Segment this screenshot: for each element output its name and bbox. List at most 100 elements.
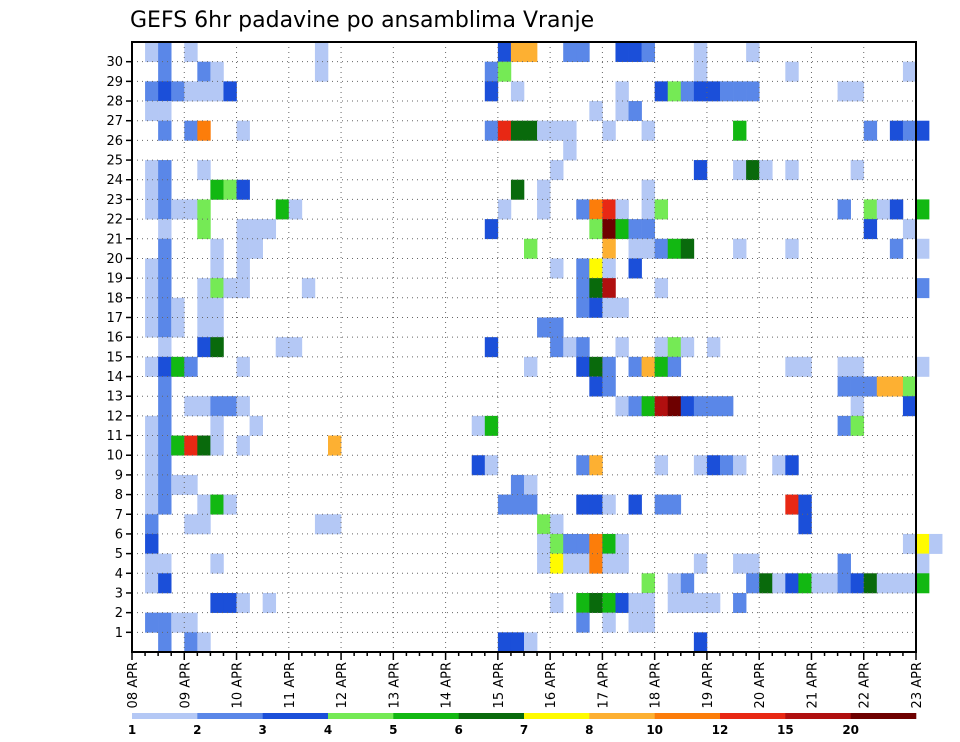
heatmap-cell <box>262 592 277 613</box>
heatmap-cell <box>497 632 512 653</box>
heatmap-cell <box>837 199 851 220</box>
legend-swatch <box>197 713 263 719</box>
heatmap-cell <box>158 455 172 476</box>
heatmap-cell <box>902 219 917 240</box>
y-tick-label: 4 <box>115 567 123 582</box>
heatmap-cell <box>850 356 865 377</box>
heatmap-cell <box>837 573 851 594</box>
heatmap-cell <box>589 592 603 613</box>
heatmap-cell <box>615 81 629 102</box>
y-tick-label: 25 <box>106 154 123 169</box>
heatmap-cell <box>210 592 224 613</box>
heatmap-cell <box>158 120 172 141</box>
heatmap-cell <box>210 317 224 338</box>
y-tick-label: 14 <box>106 370 123 385</box>
heatmap-cell <box>524 632 538 653</box>
heatmap-cell <box>589 455 603 476</box>
heatmap-cell <box>210 258 224 279</box>
legend-tick-label: 4 <box>324 723 332 737</box>
heatmap-cell <box>654 494 669 515</box>
heatmap-cell <box>158 179 172 200</box>
heatmap-cell <box>785 494 799 515</box>
heatmap-cell <box>537 120 551 141</box>
heatmap-cell <box>210 179 224 200</box>
heatmap-cell <box>589 297 603 318</box>
heatmap-cell <box>602 278 616 299</box>
heatmap-cell <box>902 61 917 82</box>
heatmap-cell <box>615 199 629 220</box>
legend-swatch <box>458 713 525 719</box>
heatmap-cell <box>720 455 734 476</box>
heatmap-cell <box>706 455 721 476</box>
heatmap-cell <box>693 61 708 82</box>
heatmap-cell <box>863 573 878 594</box>
heatmap-cell <box>602 219 616 240</box>
heatmap-cell <box>197 514 211 535</box>
heatmap-cell <box>158 494 172 515</box>
heatmap-cell <box>641 179 655 200</box>
heatmap-cell <box>628 219 642 240</box>
heatmap-cell <box>615 396 629 417</box>
heatmap-cell <box>759 573 773 594</box>
heatmap-cell <box>184 356 198 377</box>
x-tick-label: 09 APR <box>178 662 193 708</box>
y-tick-label: 15 <box>106 350 123 365</box>
heatmap-cell <box>145 356 159 377</box>
heatmap-cell <box>916 238 930 259</box>
heatmap-cell <box>158 337 172 358</box>
heatmap-cell <box>184 42 198 62</box>
heatmap-cell <box>223 179 237 200</box>
heatmap-cell <box>837 376 851 397</box>
heatmap-cell <box>733 238 747 259</box>
heatmap-cell <box>197 219 211 240</box>
heatmap-cell <box>158 238 172 259</box>
heatmap-cell <box>680 337 695 358</box>
heatmap-cell <box>576 42 590 62</box>
heatmap-cell <box>720 81 734 102</box>
heatmap-cell <box>275 199 290 220</box>
heatmap-cell <box>537 317 551 338</box>
heatmap-cell <box>576 533 590 554</box>
heatmap-cell <box>628 612 642 633</box>
heatmap-cell <box>314 61 329 82</box>
heatmap-cell <box>262 219 277 240</box>
heatmap-cell <box>628 494 642 515</box>
heatmap-cell <box>145 42 159 62</box>
heatmap-cell <box>236 435 250 456</box>
heatmap-cell <box>654 278 669 299</box>
heatmap-cell <box>145 455 159 476</box>
heatmap-cell <box>837 415 851 436</box>
heatmap-cell <box>772 455 786 476</box>
legend-tick-label: 7 <box>520 723 528 737</box>
heatmap-cell <box>850 396 865 417</box>
x-tick-label: 12 APR <box>335 662 350 708</box>
heatmap-cell <box>654 396 669 417</box>
heatmap-cell <box>733 455 747 476</box>
x-tick-label: 16 APR <box>544 662 559 708</box>
heatmap-cell <box>693 42 708 62</box>
legend-swatch <box>654 713 721 719</box>
heatmap-cell <box>145 101 159 122</box>
heatmap-cell <box>589 101 603 122</box>
heatmap-cell <box>314 42 329 62</box>
heatmap-cell <box>145 160 159 181</box>
heatmap-cell <box>641 120 655 141</box>
heatmap-cell <box>171 612 185 633</box>
heatmap-cell <box>589 376 603 397</box>
heatmap-cell <box>706 396 721 417</box>
heatmap-cell <box>654 199 669 220</box>
y-tick-label: 24 <box>106 173 123 188</box>
heatmap-cell <box>785 160 799 181</box>
heatmap-cell <box>158 199 172 220</box>
heatmap-cell <box>236 258 250 279</box>
legend-tick-label: 8 <box>585 723 593 737</box>
heatmap-cell <box>145 474 159 495</box>
y-tick-label: 20 <box>106 252 123 267</box>
heatmap-cell <box>589 553 603 574</box>
y-tick-label: 3 <box>115 586 123 601</box>
y-tick-label: 22 <box>106 213 123 228</box>
heatmap-cell <box>602 297 616 318</box>
y-tick-label: 9 <box>115 468 123 483</box>
x-tick-label: 14 APR <box>440 662 455 708</box>
heatmap-cell <box>916 573 930 594</box>
